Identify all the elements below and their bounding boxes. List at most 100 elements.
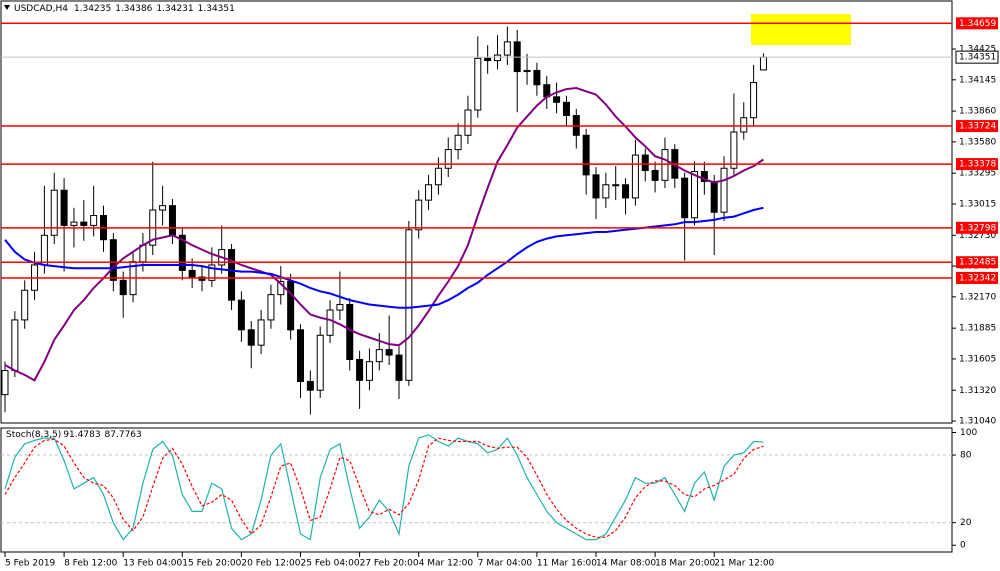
x-tick-label: 15 Feb 20:00 xyxy=(182,559,241,569)
y-tick-label: 1.34425 xyxy=(959,45,996,55)
stoch-name: Stoch(8,3,5) xyxy=(6,430,61,440)
candle-body xyxy=(631,154,639,199)
candle-body xyxy=(316,334,324,391)
x-tick-label: 20 Feb 12:00 xyxy=(241,559,300,569)
candle-body xyxy=(592,174,600,199)
candle-body xyxy=(750,82,758,119)
stoch-panel xyxy=(0,427,953,553)
candle-body xyxy=(90,215,98,226)
candle-body xyxy=(444,149,452,169)
candle-body xyxy=(691,171,698,219)
x-tick-label: 8 Feb 12:00 xyxy=(64,559,118,569)
candle-body xyxy=(494,54,501,62)
candle-body xyxy=(464,109,472,136)
candle-body xyxy=(60,189,68,226)
candle-body xyxy=(562,101,570,117)
candle-body xyxy=(356,358,364,381)
y-tick-label: 1.33580 xyxy=(959,137,996,147)
candle-body xyxy=(40,234,48,266)
level-box xyxy=(956,271,998,284)
candle-body xyxy=(533,69,541,86)
candle-body xyxy=(582,134,590,176)
level-label: 1.33378 xyxy=(959,160,996,170)
level-label: 1.32485 xyxy=(959,258,996,268)
level-label: 1.33724 xyxy=(959,122,996,132)
candle-body xyxy=(700,171,708,182)
x-tick-label: 18 Mar 20:00 xyxy=(655,559,715,569)
y-tick-label: 1.33860 xyxy=(959,107,996,117)
y-tick-label: 1.31605 xyxy=(959,354,996,364)
candle-body xyxy=(474,57,482,111)
y-tick-label: 100 xyxy=(960,428,977,438)
candle-body xyxy=(237,299,245,331)
y-tick-label: 80 xyxy=(960,451,972,461)
candle-body xyxy=(612,184,620,187)
candle-body xyxy=(661,149,669,181)
level-box xyxy=(956,158,998,171)
candle-body xyxy=(80,221,88,226)
candle-body xyxy=(454,134,462,151)
stoch-line xyxy=(4,434,764,541)
ohlc-close: 1.34351 xyxy=(198,4,235,14)
candle-body xyxy=(228,249,236,301)
x-tick-label: 25 Feb 04:00 xyxy=(301,559,360,569)
y-tick-label: 1.31320 xyxy=(959,386,996,396)
candle-body xyxy=(622,184,630,199)
chart-title: USDCAD,H4 1.34235 1.34386 1.34231 1.34351 xyxy=(14,4,235,14)
y-tick-label: 1.32170 xyxy=(959,292,996,302)
candle-body xyxy=(198,276,206,281)
x-tick-label: 27 Feb 20:00 xyxy=(360,559,419,569)
candle-body xyxy=(1,369,9,396)
symbol: USDCAD,H4 xyxy=(14,4,68,14)
level-box xyxy=(956,256,998,269)
x-tick-label: 13 Feb 04:00 xyxy=(123,559,182,569)
candle-body xyxy=(681,177,689,219)
menu-arrow xyxy=(4,5,10,10)
level-box xyxy=(956,120,998,133)
candle-body xyxy=(720,167,728,213)
candle-body xyxy=(297,329,304,382)
candle-body xyxy=(50,189,58,236)
candle-body xyxy=(434,167,442,186)
candle-body xyxy=(740,117,748,133)
candle-body xyxy=(503,41,511,56)
candle-body xyxy=(641,154,649,171)
candle-body xyxy=(375,349,383,363)
candle-body xyxy=(484,57,492,62)
candle-body xyxy=(651,169,659,181)
stoch-main: 91.4783 xyxy=(63,430,100,440)
candle-body xyxy=(710,180,718,213)
candle-body xyxy=(287,280,295,331)
stoch-line xyxy=(4,437,764,538)
stoch-title: Stoch(8,3,5) 91.4783 87.7763 xyxy=(6,430,142,440)
x-tick-label: 11 Mar 16:00 xyxy=(537,559,597,569)
candle-body xyxy=(405,229,413,381)
candle-body xyxy=(159,205,167,211)
candle-body xyxy=(119,279,127,296)
candle-body xyxy=(730,131,738,169)
y-tick-label: 1.33015 xyxy=(959,199,996,209)
candle-body xyxy=(70,221,78,226)
candle-body xyxy=(326,309,334,336)
candle-body xyxy=(178,234,186,271)
candle-body xyxy=(306,380,314,391)
level-label: 1.34659 xyxy=(959,19,996,29)
candle-body xyxy=(415,199,423,231)
candle-body xyxy=(553,96,561,103)
plot-layer: 5 Feb 2019 8 Feb 12:00 13 Feb 04:00 15 Feb … xyxy=(1,22,996,569)
x-tick-label: 21 Mar 12:00 xyxy=(714,559,774,569)
y-tick-label: 0 xyxy=(960,541,966,551)
candle-body xyxy=(109,239,117,281)
candle-body xyxy=(523,69,531,73)
candle-body xyxy=(188,269,196,278)
candle-body xyxy=(168,205,176,236)
candle-body xyxy=(11,319,19,371)
y-tick-label: 1.31885 xyxy=(959,324,996,334)
moving-average xyxy=(4,86,764,382)
level-box xyxy=(956,17,998,30)
candle-body xyxy=(267,294,275,321)
ohlc-low: 1.34231 xyxy=(156,4,193,14)
level-label: 1.32342 xyxy=(959,273,996,283)
